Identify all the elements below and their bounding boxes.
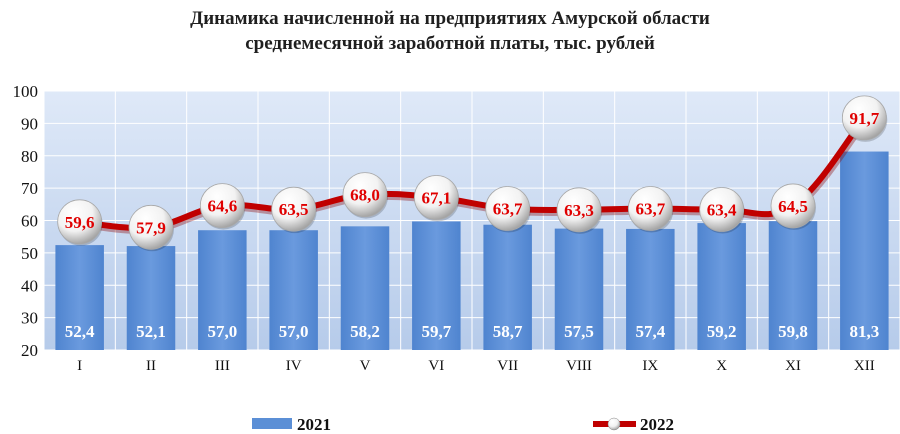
- x-tick-label: IV: [286, 358, 302, 374]
- x-tick-label: IX: [642, 358, 658, 374]
- y-tick-label: 80: [21, 147, 38, 166]
- point-value-label: 59,6: [65, 213, 95, 232]
- point-value-label: 67,1: [421, 189, 451, 208]
- bar-2021: [768, 221, 818, 350]
- point-marker-2022: [627, 186, 673, 231]
- legend: 2021 2022: [252, 415, 674, 434]
- point-marker-2022: [271, 186, 317, 232]
- point-marker-2022: [57, 199, 103, 245]
- y-tick-label: 20: [21, 341, 38, 360]
- point-value-label: 57,9: [136, 218, 166, 237]
- point-marker-2022: [342, 172, 388, 218]
- point-marker-2022: [128, 204, 174, 250]
- bar-value-label: 57,0: [279, 322, 309, 341]
- point-marker-2022: [770, 183, 816, 229]
- x-tick-label: I: [77, 358, 82, 374]
- y-tick-label: 40: [21, 276, 38, 295]
- bar-value-label: 52,1: [136, 322, 166, 341]
- bar-2021: [840, 151, 889, 350]
- legend-label-2021: 2021: [297, 415, 331, 434]
- bar-value-label: 59,7: [421, 322, 451, 341]
- bar-value-label: 59,8: [778, 322, 808, 341]
- y-tick-label: 70: [21, 179, 38, 198]
- x-tick-label: VI: [428, 358, 444, 374]
- x-tick-label: III: [215, 358, 230, 374]
- bar-2021: [269, 230, 318, 350]
- legend-label-2022: 2022: [640, 415, 674, 434]
- bar-2021: [340, 226, 390, 350]
- point-value-label: 63,7: [493, 200, 523, 219]
- point-value-label: 91,7: [849, 109, 879, 128]
- point-value-label: 63,4: [707, 200, 737, 219]
- point-value-label: 68,0: [350, 186, 380, 205]
- bar-value-label: 57,4: [635, 322, 665, 341]
- bar-value-label: 58,7: [493, 322, 523, 341]
- chart-title-line1: Динамика начисленной на предприятиях Аму…: [190, 8, 710, 29]
- x-tick-label: VII: [497, 358, 518, 374]
- x-tick-label: II: [146, 358, 156, 374]
- bar-value-label: 57,0: [207, 322, 237, 341]
- bar-2021: [412, 221, 461, 350]
- x-tick-label: XII: [854, 358, 875, 374]
- bar-2021: [55, 245, 104, 350]
- point-value-label: 64,6: [207, 197, 237, 216]
- x-tick-label: XI: [785, 358, 801, 374]
- bar-2021: [626, 228, 675, 350]
- point-marker-2022: [699, 187, 745, 232]
- bar-2021: [483, 224, 532, 350]
- y-tick-label: 60: [21, 212, 38, 231]
- x-tick-label: X: [716, 358, 727, 374]
- point-value-label: 63,5: [279, 200, 309, 219]
- bar-2021: [554, 228, 604, 350]
- chart-title-line2: среднемесячной заработной платы, тыс. ру…: [245, 33, 655, 54]
- point-marker-2022: [841, 95, 887, 141]
- legend-swatch-marker-2022: [607, 417, 621, 431]
- point-marker-2022: [485, 186, 531, 231]
- x-tick-label: V: [360, 358, 371, 374]
- bar-value-label: 59,2: [707, 322, 737, 341]
- point-marker-2022: [199, 183, 245, 229]
- x-tick-label: VIII: [566, 358, 592, 374]
- y-tick-label: 50: [21, 244, 38, 263]
- bar-2021: [697, 223, 746, 350]
- legend-swatch-2021: [252, 418, 292, 429]
- y-tick-label: 90: [21, 114, 38, 133]
- bar-value-label: 81,3: [849, 322, 879, 341]
- point-marker-2022: [556, 187, 602, 233]
- y-tick-label: 30: [21, 309, 38, 328]
- y-tick-label: 100: [13, 82, 39, 101]
- bar-value-label: 58,2: [350, 322, 380, 341]
- bar-2021: [198, 230, 247, 350]
- bar-value-label: 52,4: [65, 322, 95, 341]
- point-value-label: 63,7: [635, 200, 665, 219]
- point-value-label: 63,3: [564, 201, 594, 220]
- bar-2021: [126, 246, 176, 350]
- point-marker-2022: [413, 175, 459, 220]
- point-value-label: 64,5: [778, 197, 808, 216]
- bar-value-label: 57,5: [564, 322, 594, 341]
